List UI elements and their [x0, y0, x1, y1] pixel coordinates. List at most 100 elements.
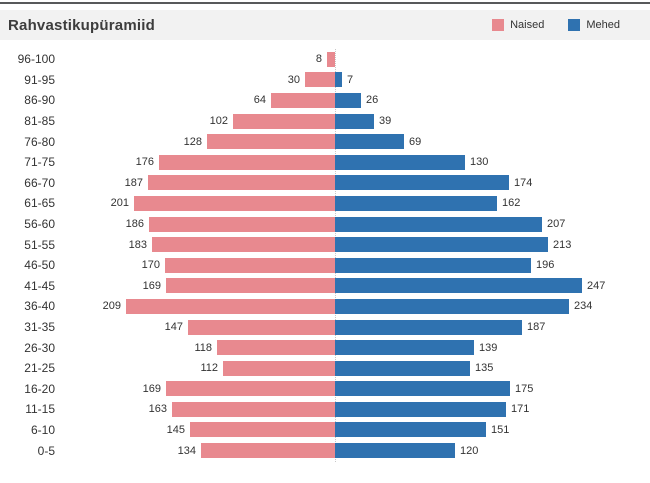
naised-value-label: 169	[142, 382, 161, 395]
naised-bar[interactable]	[271, 92, 335, 108]
naised-bar[interactable]	[166, 381, 335, 397]
naised-bar[interactable]	[165, 257, 335, 273]
pyramid-row: 21-25 112 135	[0, 358, 650, 379]
naised-half: 163	[55, 401, 335, 417]
naised-bar[interactable]	[149, 216, 335, 232]
age-group-label: 76-80	[24, 134, 55, 149]
pyramid-row: 6-10 145 151	[0, 420, 650, 441]
mehed-half: 39	[335, 113, 650, 129]
mehed-bar[interactable]	[335, 278, 582, 294]
pyramid-chart: 96-100 8 91-95 30 7 86-90 64 26 81-85 102 39 76-80 1…	[0, 49, 650, 462]
age-group-label: 41-45	[24, 278, 55, 293]
pyramid-row: 46-50 170 196	[0, 255, 650, 276]
mehed-bar[interactable]	[335, 298, 569, 314]
mehed-swatch-icon	[568, 19, 581, 31]
mehed-bar[interactable]	[335, 175, 509, 191]
mehed-bar[interactable]	[335, 381, 510, 397]
naised-bar[interactable]	[134, 195, 335, 211]
pyramid-row: 36-40 209 234	[0, 296, 650, 317]
naised-half: 201	[55, 195, 335, 211]
naised-value-label: 8	[315, 53, 322, 66]
mehed-bar[interactable]	[335, 237, 548, 253]
naised-bar[interactable]	[223, 360, 335, 376]
mehed-bar[interactable]	[335, 216, 542, 232]
naised-bar[interactable]	[190, 422, 335, 438]
pyramid-row: 51-55 183 213	[0, 234, 650, 255]
mehed-value-label: 171	[511, 403, 530, 416]
mehed-half: 213	[335, 237, 650, 253]
naised-value-label: 30	[287, 73, 300, 86]
mehed-half: 139	[335, 340, 650, 356]
pyramid-row: 31-35 147 187	[0, 317, 650, 338]
naised-value-label: 128	[183, 135, 202, 148]
naised-bar[interactable]	[188, 319, 335, 335]
naised-bar[interactable]	[159, 154, 335, 170]
mehed-value-label: 187	[527, 321, 546, 334]
mehed-bar[interactable]	[335, 319, 522, 335]
mehed-bar[interactable]	[335, 154, 465, 170]
mehed-half: 162	[335, 195, 650, 211]
mehed-bar[interactable]	[335, 443, 455, 459]
pyramid-row: 26-30 118 139	[0, 337, 650, 358]
pyramid-row: 41-45 169 247	[0, 276, 650, 297]
age-group-label: 16-20	[24, 381, 55, 396]
age-group-label: 96-100	[17, 52, 55, 67]
mehed-half: 135	[335, 360, 650, 376]
age-group-label: 66-70	[24, 175, 55, 190]
naised-bar[interactable]	[217, 340, 335, 356]
legend-item-naised[interactable]: Naised	[492, 19, 544, 31]
pyramid-row: 96-100 8	[0, 49, 650, 70]
age-group-label: 6-10	[30, 422, 55, 437]
pyramid-row: 66-70 187 174	[0, 173, 650, 194]
age-group-label: 11-15	[25, 402, 55, 417]
mehed-bar[interactable]	[335, 195, 497, 211]
mehed-bar[interactable]	[335, 422, 486, 438]
mehed-bar[interactable]	[335, 340, 474, 356]
mehed-half: 171	[335, 401, 650, 417]
mehed-bar[interactable]	[335, 360, 470, 376]
mehed-half: 151	[335, 422, 650, 438]
naised-half: 186	[55, 216, 335, 232]
mehed-value-label: 130	[470, 156, 489, 169]
naised-half: 169	[55, 381, 335, 397]
pyramid-row: 91-95 30 7	[0, 70, 650, 91]
naised-bar[interactable]	[148, 175, 335, 191]
mehed-bar[interactable]	[335, 92, 361, 108]
naised-value-label: 169	[142, 279, 161, 292]
mehed-half: 174	[335, 175, 650, 191]
legend-item-mehed[interactable]: Mehed	[568, 19, 620, 31]
naised-bar[interactable]	[233, 113, 335, 129]
naised-half: 64	[55, 92, 335, 108]
naised-half: 128	[55, 134, 335, 150]
mehed-value-label: 69	[409, 135, 422, 148]
mehed-half: 26	[335, 92, 650, 108]
age-group-label: 26-30	[24, 340, 55, 355]
naised-bar[interactable]	[207, 134, 335, 150]
mehed-bar[interactable]	[335, 401, 506, 417]
pyramid-row: 16-20 169 175	[0, 379, 650, 400]
naised-bar[interactable]	[152, 237, 335, 253]
mehed-value-label: 234	[574, 300, 593, 313]
mehed-bar[interactable]	[335, 134, 404, 150]
naised-bar[interactable]	[305, 72, 335, 88]
center-axis-line	[335, 49, 336, 462]
mehed-half: 187	[335, 319, 650, 335]
naised-value-label: 201	[110, 197, 129, 210]
pyramid-row: 61-65 201 162	[0, 193, 650, 214]
naised-half: 102	[55, 113, 335, 129]
mehed-bar[interactable]	[335, 257, 531, 273]
naised-bar[interactable]	[166, 278, 335, 294]
naised-bar[interactable]	[172, 401, 335, 417]
age-group-label: 81-85	[24, 114, 55, 129]
naised-bar[interactable]	[126, 298, 335, 314]
naised-bar[interactable]	[201, 443, 335, 459]
age-group-label: 51-55	[24, 237, 55, 252]
mehed-bar[interactable]	[335, 113, 374, 129]
mehed-half: 7	[335, 72, 650, 88]
legend-label-naised: Naised	[510, 19, 545, 31]
naised-bar[interactable]	[327, 51, 335, 67]
mehed-bar[interactable]	[335, 72, 342, 88]
mehed-value-label: 39	[379, 115, 392, 128]
naised-half: 134	[55, 443, 335, 459]
